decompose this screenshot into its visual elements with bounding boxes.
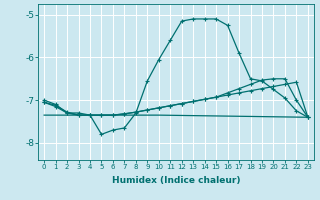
X-axis label: Humidex (Indice chaleur): Humidex (Indice chaleur) — [112, 176, 240, 185]
